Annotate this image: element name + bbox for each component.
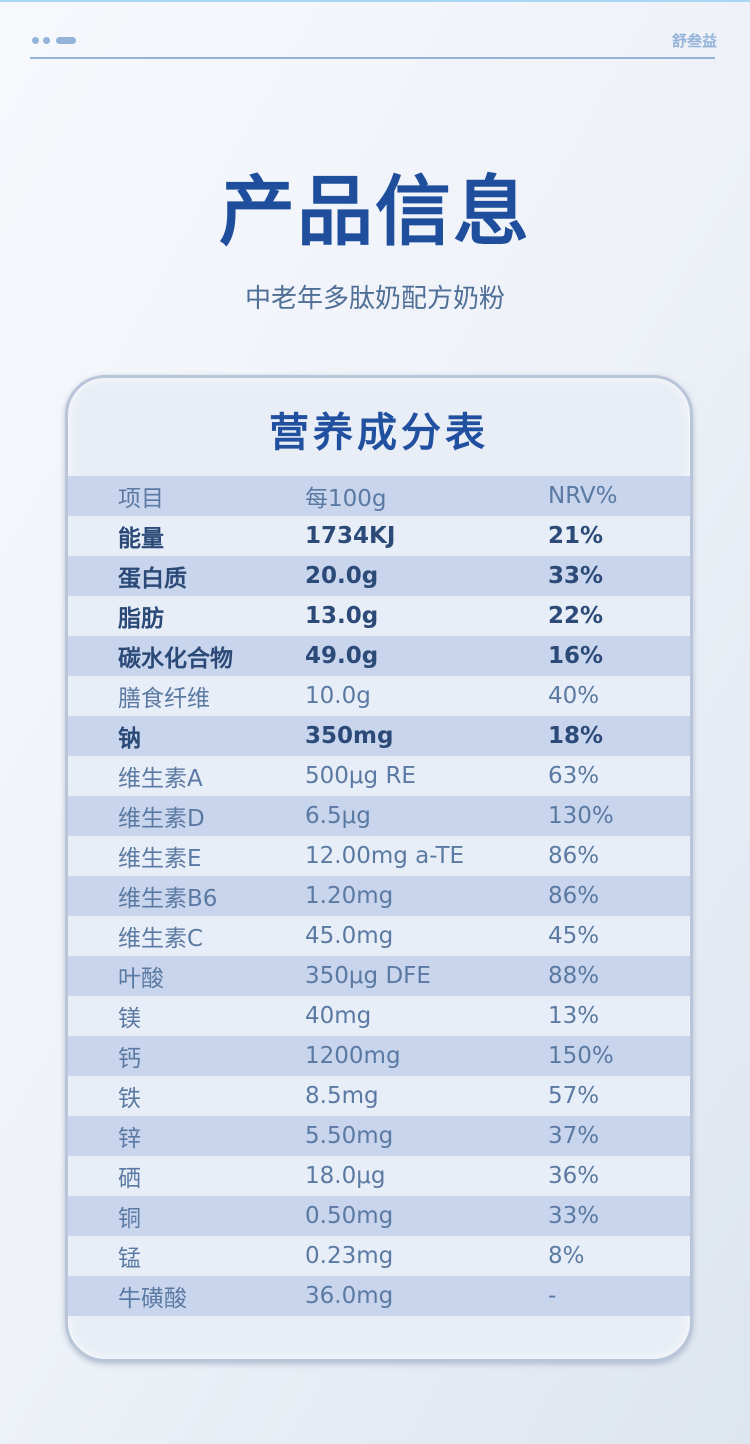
nutrient-nrv: 130% xyxy=(548,803,614,829)
nutrient-nrv: 37% xyxy=(548,1123,600,1149)
table-row: 维生素A 500μg RE 63% xyxy=(68,756,690,796)
nutrient-value: 13.0g xyxy=(305,603,379,629)
nutrient-name: 能量 xyxy=(118,526,164,552)
nutrient-nrv: - xyxy=(548,1283,557,1309)
table-row: 叶酸 350μg DFE 88% xyxy=(68,956,690,996)
nutrient-value: 10.0g xyxy=(305,683,371,709)
nutrient-name: 钙 xyxy=(118,1046,141,1072)
table-row: 蛋白质 20.0g 33% xyxy=(68,556,690,596)
table-row: 膳食纤维 10.0g 40% xyxy=(68,676,690,716)
nutrient-nrv: 21% xyxy=(548,523,604,549)
nutrient-name: 钠 xyxy=(118,726,141,752)
nutrient-nrv: 45% xyxy=(548,923,600,949)
header-per-100g: 每100g xyxy=(305,486,387,512)
nutrient-value: 40mg xyxy=(305,1003,372,1029)
table-row: 锌 5.50mg 37% xyxy=(68,1116,690,1156)
nutrient-nrv: 22% xyxy=(548,603,604,629)
table-row: 铜 0.50mg 33% xyxy=(68,1196,690,1236)
nutrient-value: 8.5mg xyxy=(305,1083,379,1109)
table-row: 牛磺酸 36.0mg - xyxy=(68,1276,690,1316)
table-row: 维生素B6 1.20mg 86% xyxy=(68,876,690,916)
nutrient-nrv: 57% xyxy=(548,1083,600,1109)
nutrient-value: 6.5μg xyxy=(305,803,371,829)
nutrient-name: 铜 xyxy=(118,1206,141,1232)
nutrient-nrv: 63% xyxy=(548,763,600,789)
nutrient-value: 500μg RE xyxy=(305,763,416,789)
table-row: 镁 40mg 13% xyxy=(68,996,690,1036)
table-row: 铁 8.5mg 57% xyxy=(68,1076,690,1116)
nutrient-nrv: 8% xyxy=(548,1243,585,1269)
header-divider xyxy=(30,57,715,59)
decorative-dots-icon xyxy=(32,37,76,44)
page-title: 产品信息 xyxy=(219,167,531,256)
nutrition-table: 项目 每100g NRV% 能量 1734KJ 21% 蛋白质 20.0g 33% 脂肪 13… xyxy=(68,476,690,1316)
nutrient-name: 维生素B6 xyxy=(118,886,218,912)
nutrient-nrv: 18% xyxy=(548,723,604,749)
nutrient-value: 49.0g xyxy=(305,643,379,669)
nutrient-value: 1200mg xyxy=(305,1043,401,1069)
nutrient-nrv: 86% xyxy=(548,843,600,869)
nutrient-name: 维生素C xyxy=(118,926,204,952)
nutrient-value: 36.0mg xyxy=(305,1283,394,1309)
page-subtitle: 中老年多肽奶配方奶粉 xyxy=(244,284,505,314)
nutrient-value: 1734KJ xyxy=(305,523,396,549)
table-row: 碳水化合物 49.0g 16% xyxy=(68,636,690,676)
nutrient-value: 350μg DFE xyxy=(305,963,431,989)
nutrient-value: 350mg xyxy=(305,723,394,749)
nutrient-nrv: 16% xyxy=(548,643,604,669)
nutrient-value: 5.50mg xyxy=(305,1123,394,1149)
nutrition-card: 营养成分表 项目 每100g NRV% 能量 1734KJ 21% 蛋白质 20.0g 3… xyxy=(65,375,693,1362)
nutrient-value: 20.0g xyxy=(305,563,379,589)
table-row: 能量 1734KJ 21% xyxy=(68,516,690,556)
nutrient-name: 脂肪 xyxy=(118,606,164,632)
nutrient-name: 膳食纤维 xyxy=(118,686,210,712)
nutrient-name: 维生素E xyxy=(118,846,202,872)
nutrient-nrv: 86% xyxy=(548,883,600,909)
nutrition-table-title: 营养成分表 xyxy=(269,410,489,456)
table-row: 脂肪 13.0g 22% xyxy=(68,596,690,636)
nutrient-name: 蛋白质 xyxy=(118,566,187,592)
nutrient-name: 叶酸 xyxy=(118,966,164,992)
nutrient-nrv: 40% xyxy=(548,683,600,709)
nutrient-nrv: 150% xyxy=(548,1043,614,1069)
brand-name: 舒叁益 xyxy=(671,32,717,50)
table-row: 维生素D 6.5μg 130% xyxy=(68,796,690,836)
nutrient-value: 45.0mg xyxy=(305,923,394,949)
table-row: 钙 1200mg 150% xyxy=(68,1036,690,1076)
table-row: 锰 0.23mg 8% xyxy=(68,1236,690,1276)
nutrient-nrv: 33% xyxy=(548,1203,600,1229)
table-row: 维生素C 45.0mg 45% xyxy=(68,916,690,956)
table-row: 维生素E 12.00mg a-TE 86% xyxy=(68,836,690,876)
nutrient-name: 镁 xyxy=(118,1006,141,1032)
nutrient-nrv: 36% xyxy=(548,1163,600,1189)
nutrient-name: 碳水化合物 xyxy=(118,646,233,672)
nutrient-name: 牛磺酸 xyxy=(118,1286,187,1312)
header-nrv: NRV% xyxy=(548,483,618,509)
nutrient-nrv: 13% xyxy=(548,1003,600,1029)
nutrient-name: 维生素D xyxy=(118,806,205,832)
nutrient-name: 硒 xyxy=(118,1166,141,1192)
table-header-row: 项目 每100g NRV% xyxy=(68,476,690,516)
nutrient-name: 维生素A xyxy=(118,766,203,792)
nutrient-value: 0.23mg xyxy=(305,1243,394,1269)
nutrient-name: 铁 xyxy=(118,1086,141,1112)
nutrient-nrv: 33% xyxy=(548,563,604,589)
nutrient-name: 锌 xyxy=(118,1126,141,1152)
nutrient-name: 锰 xyxy=(118,1246,141,1272)
table-row: 钠 350mg 18% xyxy=(68,716,690,756)
top-accent-line xyxy=(0,0,750,2)
header-item: 项目 xyxy=(118,486,164,512)
nutrient-value: 18.0μg xyxy=(305,1163,386,1189)
nutrient-value: 12.00mg a-TE xyxy=(305,843,465,869)
nutrient-nrv: 88% xyxy=(548,963,600,989)
nutrient-value: 0.50mg xyxy=(305,1203,394,1229)
nutrient-value: 1.20mg xyxy=(305,883,394,909)
table-row: 硒 18.0μg 36% xyxy=(68,1156,690,1196)
